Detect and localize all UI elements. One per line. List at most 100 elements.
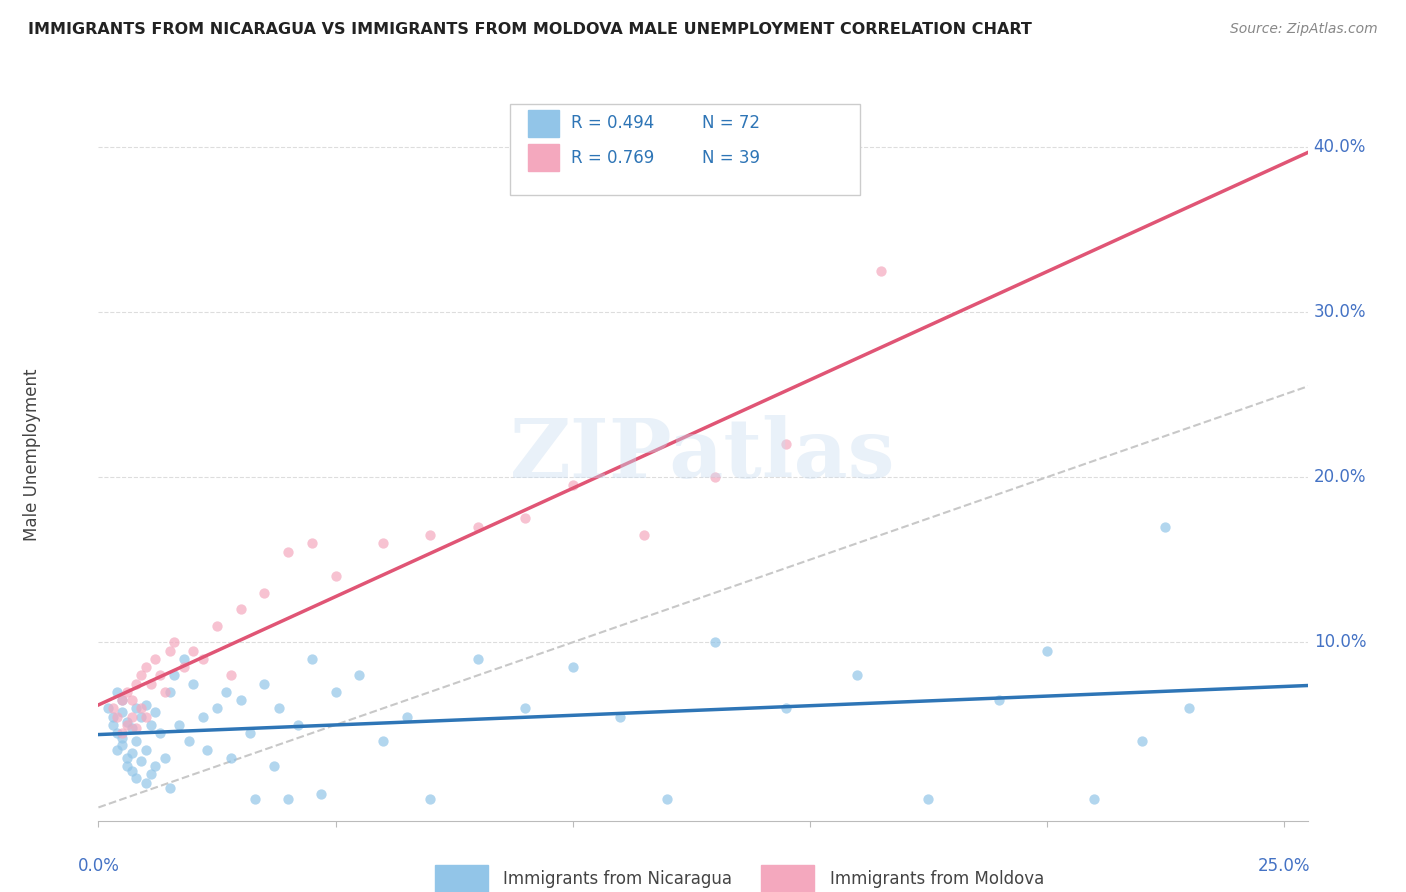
Point xyxy=(153,751,176,765)
Point xyxy=(419,792,441,806)
Point xyxy=(125,734,148,748)
Point xyxy=(253,586,276,600)
Point xyxy=(1178,701,1201,715)
Point xyxy=(111,705,134,719)
Point xyxy=(846,668,869,682)
Point xyxy=(149,726,172,740)
Point xyxy=(325,685,347,699)
Point xyxy=(129,701,152,715)
Point xyxy=(371,734,394,748)
Point xyxy=(775,701,797,715)
Point xyxy=(111,693,134,707)
Point xyxy=(129,754,152,768)
Point xyxy=(657,792,679,806)
Point xyxy=(229,693,252,707)
Point xyxy=(869,264,891,278)
Point xyxy=(181,676,204,690)
Point xyxy=(105,709,128,723)
Point xyxy=(467,520,489,534)
Point xyxy=(143,759,166,773)
Point xyxy=(703,635,725,649)
Point xyxy=(129,668,152,682)
Text: Immigrants from Nicaragua: Immigrants from Nicaragua xyxy=(503,871,733,888)
Point xyxy=(515,701,537,715)
Text: Immigrants from Moldova: Immigrants from Moldova xyxy=(830,871,1045,888)
Point xyxy=(1154,520,1177,534)
Point xyxy=(167,718,190,732)
Point xyxy=(609,709,631,723)
Text: 40.0%: 40.0% xyxy=(1313,138,1367,156)
Point xyxy=(125,701,148,715)
Text: ZIPatlas: ZIPatlas xyxy=(510,415,896,495)
Point xyxy=(139,676,162,690)
Point xyxy=(163,668,186,682)
Point xyxy=(311,787,333,801)
Point xyxy=(287,718,309,732)
Point xyxy=(159,780,181,795)
Point xyxy=(101,718,124,732)
Point xyxy=(703,470,725,484)
Point xyxy=(263,759,285,773)
Point xyxy=(988,693,1011,707)
Point xyxy=(105,726,128,740)
FancyBboxPatch shape xyxy=(434,865,488,892)
Point xyxy=(191,652,214,666)
Point xyxy=(143,705,166,719)
Text: R = 0.494: R = 0.494 xyxy=(571,114,654,132)
Point xyxy=(135,742,157,756)
Point xyxy=(135,709,157,723)
Point xyxy=(177,734,200,748)
Point xyxy=(371,536,394,550)
Text: R = 0.769: R = 0.769 xyxy=(571,149,654,167)
Point xyxy=(101,701,124,715)
Point xyxy=(115,714,138,729)
Point xyxy=(129,709,152,723)
Text: Male Unemployment: Male Unemployment xyxy=(22,368,41,541)
Point xyxy=(101,709,124,723)
Point xyxy=(111,731,134,745)
Point xyxy=(561,660,583,674)
Point xyxy=(419,528,441,542)
Point xyxy=(253,676,276,690)
Text: IMMIGRANTS FROM NICARAGUA VS IMMIGRANTS FROM MOLDOVA MALE UNEMPLOYMENT CORRELATI: IMMIGRANTS FROM NICARAGUA VS IMMIGRANTS … xyxy=(28,22,1032,37)
Point xyxy=(395,709,418,723)
Point xyxy=(173,660,195,674)
Point xyxy=(239,726,262,740)
Text: 20.0%: 20.0% xyxy=(1313,468,1367,486)
Point xyxy=(115,751,138,765)
Point xyxy=(515,511,537,525)
Point xyxy=(159,643,181,657)
Point xyxy=(149,668,172,682)
Point xyxy=(111,738,134,752)
FancyBboxPatch shape xyxy=(509,103,860,195)
Point xyxy=(325,569,347,583)
Point xyxy=(215,685,238,699)
Point xyxy=(561,478,583,492)
Point xyxy=(125,771,148,785)
Point xyxy=(115,759,138,773)
Point xyxy=(775,437,797,451)
Point xyxy=(163,635,186,649)
Point xyxy=(125,721,148,735)
Point xyxy=(467,652,489,666)
Point xyxy=(277,544,299,558)
Point xyxy=(121,721,143,735)
FancyBboxPatch shape xyxy=(527,110,560,136)
Point xyxy=(139,767,162,781)
Point xyxy=(267,701,290,715)
Point xyxy=(97,701,120,715)
Text: 10.0%: 10.0% xyxy=(1313,633,1367,651)
Point xyxy=(205,701,228,715)
Text: N = 72: N = 72 xyxy=(702,114,759,132)
FancyBboxPatch shape xyxy=(527,144,560,171)
Point xyxy=(121,746,143,760)
Point xyxy=(1036,643,1059,657)
Point xyxy=(143,652,166,666)
Point xyxy=(277,792,299,806)
Point xyxy=(139,718,162,732)
Point xyxy=(159,685,181,699)
Point xyxy=(153,685,176,699)
Point xyxy=(135,660,157,674)
Text: N = 39: N = 39 xyxy=(702,149,759,167)
Point xyxy=(111,726,134,740)
